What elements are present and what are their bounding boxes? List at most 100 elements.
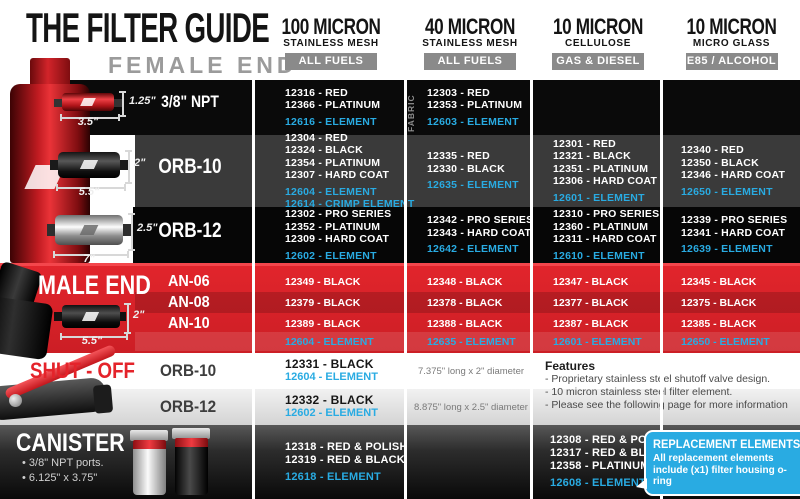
row-bg-orb12 (133, 207, 800, 263)
dimension-label-diameter: 2.5" (137, 222, 158, 234)
column-header-10-micron-micro-glass: 10 MICRON MICRO GLASS E85 / ALCOHOL (663, 14, 800, 70)
part-number: 12331 - BLACK (285, 356, 374, 371)
size-note-orb12: 8.875" long x 2.5" diameter (414, 401, 528, 413)
filter-port-left (54, 99, 64, 107)
shutoff-lever-pivot (9, 394, 22, 407)
male-row-stripe-element (135, 332, 800, 351)
parts-cell-orb12-40micron: 12342 - PRO SERIES 12343 - HARD COAT 126… (407, 207, 533, 263)
section-label-male-end: MALE END (38, 270, 151, 300)
element-number: 12650 - ELEMENT (681, 185, 773, 198)
features-heading: Features (545, 359, 596, 373)
part-number: 12366 - PLATINUM (285, 99, 381, 112)
filter-port-left (54, 312, 63, 321)
element-number: 12618 - ELEMENT (285, 470, 381, 483)
canister-bullet: • 6.125" x 3.75" (22, 472, 98, 484)
part-number: 12335 - RED (427, 150, 490, 163)
part-number: 12303 - RED (427, 86, 490, 99)
part-number: 12343 - HARD COAT (427, 226, 532, 239)
element-number: 12604 - ELEMENT (285, 185, 377, 198)
dimension-label-diameter: 2" (134, 157, 146, 169)
black-male-filter-illustration (62, 305, 120, 328)
element-number: 12601 - ELEMENT (553, 336, 642, 348)
features-block: Features - Proprietary stainless steel s… (545, 359, 795, 412)
part-number: 12342 - PRO SERIES (427, 214, 534, 227)
element-number: 12616 - ELEMENT (285, 115, 377, 128)
section-label-shut-off: SHUT - OFF (30, 358, 135, 383)
dimension-bracket-length (60, 333, 128, 340)
canister-red-cap (175, 438, 208, 447)
row-label-an10: AN-10 (168, 315, 210, 332)
part-number: 12375 - BLACK (681, 297, 757, 309)
part-number: 12345 - BLACK (681, 276, 757, 288)
male-end-section-bg (0, 263, 800, 353)
canister-black-body (175, 447, 208, 495)
part-number: 12360 - PLATINUM (553, 220, 649, 233)
part-number: 12309 - HARD COAT (285, 233, 390, 245)
page-title: THE FILTER GUIDE (26, 4, 270, 51)
dimension-label-length: 7" (83, 253, 95, 265)
part-number: 12316 - RED (285, 86, 348, 99)
part-number: 12310 - PRO SERIES (553, 208, 660, 220)
element-number: 12608 - ELEMENT (550, 477, 646, 489)
part-number: 12378 - BLACK (427, 297, 503, 309)
canister-bracket (130, 430, 168, 441)
canister-bullet: • 3/8" NPT ports. (22, 457, 104, 469)
parts-cell-canister-100micron: 12318 - RED & POLISH 12319 - RED & BLACK… (285, 425, 407, 499)
column-separator (404, 80, 407, 499)
element-number: 12642 - ELEMENT (427, 243, 519, 256)
part-number: 12385 - BLACK (681, 318, 757, 330)
fuel-badge: E85 / ALCOHOL (685, 53, 778, 70)
column-header-40-micron: 40 MICRON STAINLESS MESH ALL FUELS (407, 14, 533, 70)
parts-cell-canister-cellulose: 12308 - RED & POLISH 12317 - RED & BLACK… (550, 425, 672, 499)
parts-cell-orb12-microglass: 12339 - PRO SERIES 12341 - HARD COAT 126… (663, 207, 800, 263)
part-number: 12379 - BLACK (285, 297, 361, 309)
column-header-10-micron-cellulose: 10 MICRON CELLULOSE GAS & DIESEL (533, 14, 663, 70)
column-media: CELLULOSE (565, 38, 631, 49)
black-inline-filter-illustration (58, 152, 120, 178)
male-end-top-edge (0, 263, 800, 266)
part-number: 12350 - BLACK (681, 156, 759, 169)
element-number: 12601 - ELEMENT (553, 191, 645, 204)
canister-red-cap (133, 440, 166, 449)
feature-item: - Proprietary stainless steel shutoff va… (545, 373, 771, 385)
element-number: 12650 - ELEMENT (681, 336, 770, 348)
filter-port-right (117, 312, 126, 321)
element-number: 12635 - ELEMENT (427, 336, 516, 348)
row-label-an06: AN-06 (168, 273, 210, 290)
dimension-bracket-length (53, 251, 129, 258)
callout-tail (636, 477, 647, 489)
part-number: 12301 - RED (553, 137, 616, 150)
aeromotive-logo-mark (80, 98, 96, 106)
chrome-inline-filter-illustration (55, 215, 123, 245)
feature-item: - Please see the following page for more… (545, 399, 788, 411)
fuel-badge: ALL FUELS (285, 53, 377, 70)
row-label-shutoff-orb10: ORB-10 (160, 361, 217, 380)
aeromotive-logo-mark (81, 312, 100, 321)
dimension-label-diameter: 1.25" (129, 95, 156, 107)
red-inline-filter-illustration (62, 93, 114, 111)
element-number: 12602 - ELEMENT (285, 249, 377, 262)
filter-port-right (118, 160, 128, 170)
part-number: 12387 - BLACK (553, 318, 629, 330)
parts-cell-orb12-100micron: 12302 - PRO SERIES 12352 - PLATINUM 1230… (255, 207, 407, 263)
dimension-label-length: 5.5" (78, 186, 100, 198)
part-number: 12340 - RED (681, 144, 744, 156)
part-number: 12388 - BLACK (427, 318, 503, 330)
row-bg-shutoff-orb10 (0, 353, 800, 389)
dimension-bracket-diameter (128, 213, 135, 251)
row-bg-orb10 (135, 135, 800, 207)
row-label-orb12: ORB-12 (158, 219, 222, 242)
row-bg-npt (43, 80, 800, 135)
part-number: 12317 - RED & BLACK (550, 447, 670, 459)
part-number: 12321 - BLACK (553, 150, 631, 163)
part-number: 12389 - BLACK (285, 318, 361, 330)
part-number: 12354 - PLATINUM (285, 156, 381, 169)
parts-cell-orb10-40micron: 12335 - RED 12330 - BLACK 12635 - ELEMEN… (407, 135, 533, 207)
aeromotive-logo-mark (79, 225, 99, 235)
part-number: 12332 - BLACK (285, 392, 374, 407)
column-media: STAINLESS MESH (422, 38, 518, 49)
size-note-orb10: 7.375" long x 2" diameter (417, 365, 525, 377)
callout-body: All replacement elements include (x1) fi… (653, 453, 787, 487)
part-number: 12307 - HARD COAT (285, 169, 390, 181)
